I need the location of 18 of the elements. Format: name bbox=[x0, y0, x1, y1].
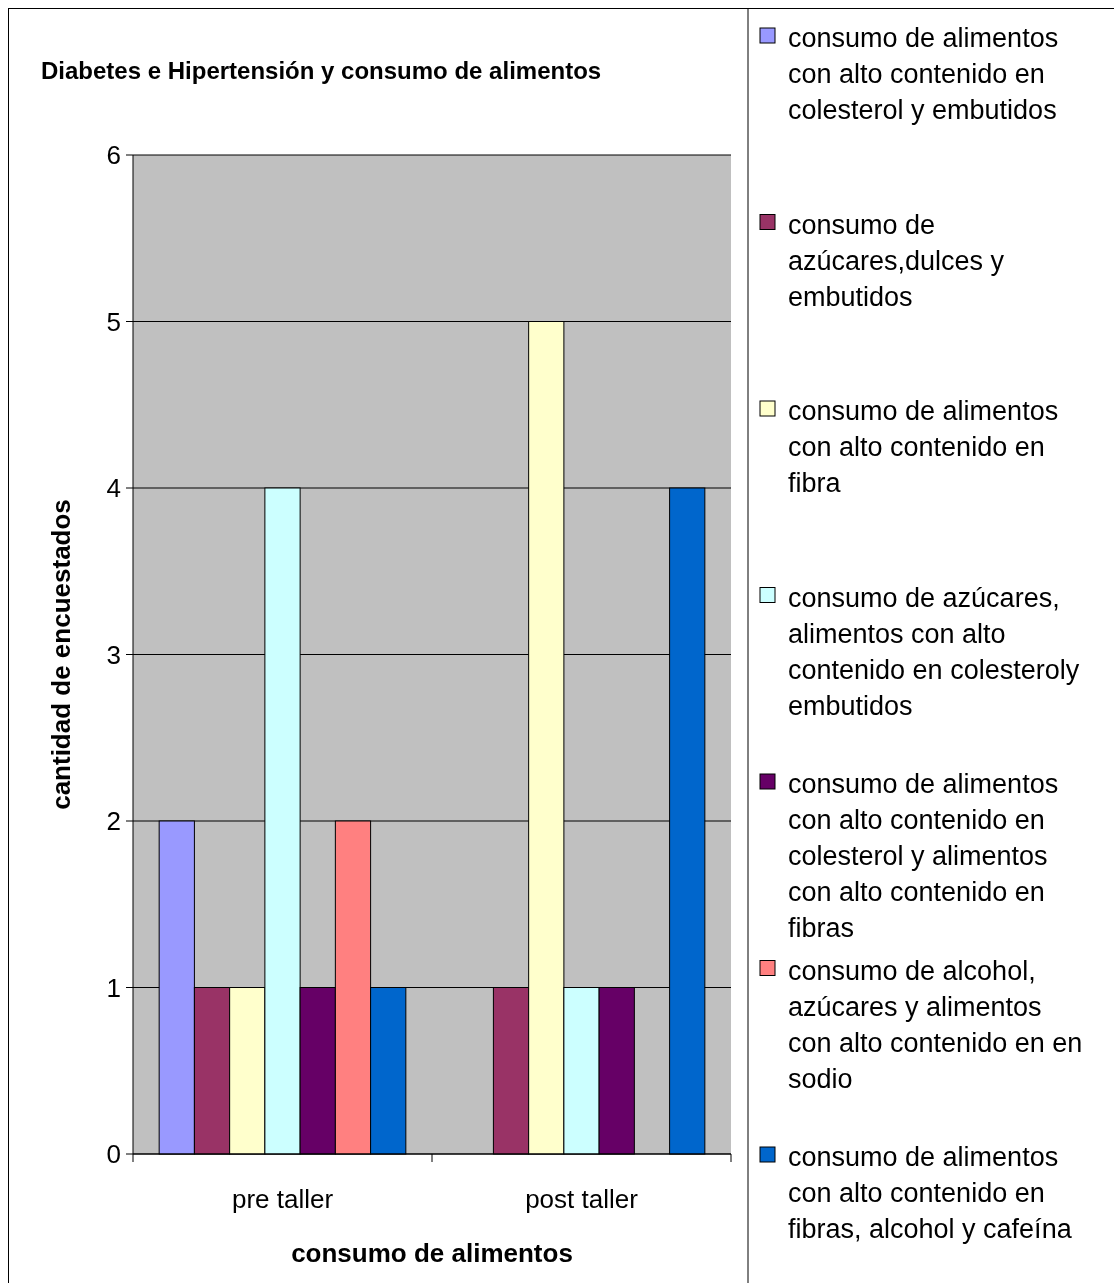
legend-label: consumo de alimentos con alto contenido en fibras, alcohol y cafeína bbox=[788, 1142, 1073, 1245]
y-tick-label: 3 bbox=[106, 639, 121, 670]
x-axis-title: consumo de alimentos bbox=[291, 1238, 573, 1268]
x-tick-label: pre taller bbox=[231, 1184, 334, 1214]
y-tick-label: 6 bbox=[106, 140, 121, 171]
legend-label: consumo de azúcares,dulces y embutidos bbox=[788, 209, 1005, 312]
x-tick-label: post taller bbox=[525, 1184, 639, 1214]
legend-label: consumo de azúcares, alimentos con alto contenido en colesteroly embutidos bbox=[788, 582, 1080, 721]
y-tick-label: 0 bbox=[106, 1139, 121, 1170]
y-tick-label: 1 bbox=[106, 972, 121, 1003]
legend-label: consumo de alimentos con alto contenido en colesterol y embutidos bbox=[788, 23, 1059, 126]
legend-label: consumo de alcohol, azúcares y alimentos con alto contenido en en sodio bbox=[788, 955, 1083, 1094]
y-tick-label: 2 bbox=[106, 806, 121, 837]
legend-label: consumo de alimentos con alto contenido en fibra bbox=[788, 396, 1059, 499]
y-tick-label: 5 bbox=[106, 306, 121, 337]
y-axis-title: cantidad de encuestados bbox=[46, 499, 76, 810]
y-tick-label: 4 bbox=[106, 473, 121, 504]
chart-title: Diabetes e Hipertensión y consumo de alimentos bbox=[41, 57, 602, 84]
